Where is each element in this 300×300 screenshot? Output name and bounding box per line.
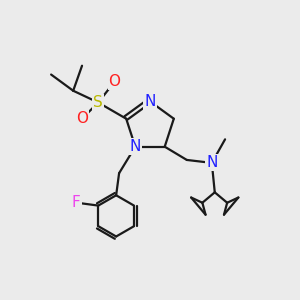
Text: N: N xyxy=(206,155,218,170)
Text: F: F xyxy=(72,195,81,210)
Text: S: S xyxy=(93,95,103,110)
Text: O: O xyxy=(108,74,120,89)
Text: N: N xyxy=(144,94,156,109)
Text: O: O xyxy=(76,111,88,126)
Text: N: N xyxy=(130,139,141,154)
